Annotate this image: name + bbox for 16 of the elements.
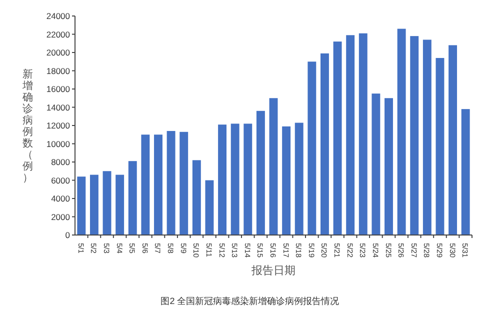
text: 新增确诊病例数（例） bbox=[22, 68, 34, 184]
y-tick-label: 4000 bbox=[51, 194, 70, 204]
y-tick-label: 18000 bbox=[46, 66, 70, 76]
y-tick-label: 12000 bbox=[46, 120, 70, 130]
y-tick-label: 22000 bbox=[46, 29, 70, 40]
y-tick-label: 6000 bbox=[51, 175, 70, 186]
y-tick-label: 2000 bbox=[51, 212, 70, 222]
y-tick-label: 14000 bbox=[46, 102, 70, 112]
y-tick-label: 16000 bbox=[46, 84, 70, 94]
x-axis-title: 报告日期 bbox=[250, 264, 296, 277]
caption: 图2 全国新冠病毒感染新增确诊病例报告情况 bbox=[160, 296, 340, 306]
y-tick-label: 20000 bbox=[46, 48, 70, 58]
y-tick-label: 10000 bbox=[46, 138, 70, 149]
y-tick-label: 8000 bbox=[51, 157, 70, 167]
y-tick-label: 0 bbox=[65, 230, 70, 240]
y-tick-label: 24000 bbox=[46, 11, 70, 21]
